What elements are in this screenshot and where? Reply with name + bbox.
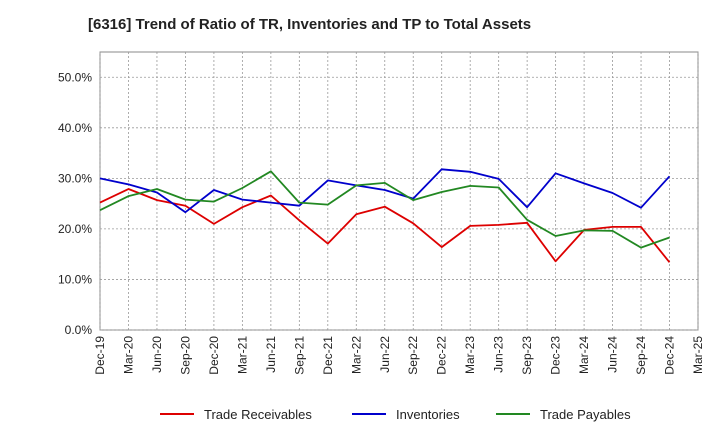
x-tick-label: Mar-24 bbox=[577, 336, 591, 374]
x-tick-label: Dec-24 bbox=[663, 336, 677, 375]
x-tick-label: Dec-20 bbox=[207, 336, 221, 375]
x-tick-label: Jun-21 bbox=[264, 336, 278, 373]
plot-frame bbox=[99, 51, 699, 331]
series-group bbox=[99, 168, 671, 263]
y-tick-label: 20.0% bbox=[58, 222, 92, 236]
y-tick-label: 30.0% bbox=[58, 171, 92, 185]
x-tick-label: Mar-20 bbox=[121, 336, 135, 374]
axes: 0.0% 10.0% 20.0% 30.0% 40.0% 50.0% Dec-19 Mar-2… bbox=[58, 70, 705, 374]
x-tick-label: Dec-21 bbox=[321, 336, 335, 375]
x-tick-label: Sep-22 bbox=[406, 336, 420, 375]
x-tick-label: Mar-25 bbox=[691, 336, 705, 374]
x-tick-label: Mar-21 bbox=[235, 336, 249, 374]
x-tick-label: Jun-20 bbox=[150, 336, 164, 373]
legend-label: Inventories bbox=[396, 407, 460, 422]
legend: Trade Receivables Inventories Trade Payabl… bbox=[160, 407, 631, 422]
legend-item-trade-payables: Trade Payables bbox=[496, 407, 631, 422]
y-tick-label: 50.0% bbox=[58, 70, 92, 84]
x-tick-label: Sep-21 bbox=[292, 336, 306, 375]
x-tick-label: Jun-22 bbox=[378, 336, 392, 373]
x-tick-label: Jun-24 bbox=[606, 336, 620, 373]
chart-title: [6316] Trend of Ratio of TR, Inventories… bbox=[88, 16, 531, 33]
x-tick-label: Sep-23 bbox=[520, 336, 534, 375]
legend-item-inventories: Inventories bbox=[352, 407, 460, 422]
x-tick-label: Dec-23 bbox=[549, 336, 563, 375]
x-tick-label: Mar-22 bbox=[349, 336, 363, 374]
y-tick-label: 0.0% bbox=[65, 323, 93, 337]
x-tick-label: Jun-23 bbox=[492, 336, 506, 373]
series-line-trade-receivables bbox=[99, 188, 671, 263]
grid bbox=[99, 51, 699, 331]
y-tick-label: 10.0% bbox=[58, 272, 92, 286]
legend-label: Trade Payables bbox=[540, 407, 631, 422]
y-tick-label: 40.0% bbox=[58, 121, 92, 135]
x-tick-label: Sep-24 bbox=[634, 336, 648, 375]
x-tick-label: Dec-19 bbox=[93, 336, 107, 375]
x-tick-label: Mar-23 bbox=[463, 336, 477, 374]
x-tick-label: Sep-20 bbox=[178, 336, 192, 375]
legend-item-trade-receivables: Trade Receivables bbox=[160, 407, 312, 422]
series-line-inventories bbox=[99, 168, 671, 214]
x-tick-label: Dec-22 bbox=[435, 336, 449, 375]
series-line-trade-payables bbox=[99, 170, 670, 249]
legend-label: Trade Receivables bbox=[204, 407, 312, 422]
